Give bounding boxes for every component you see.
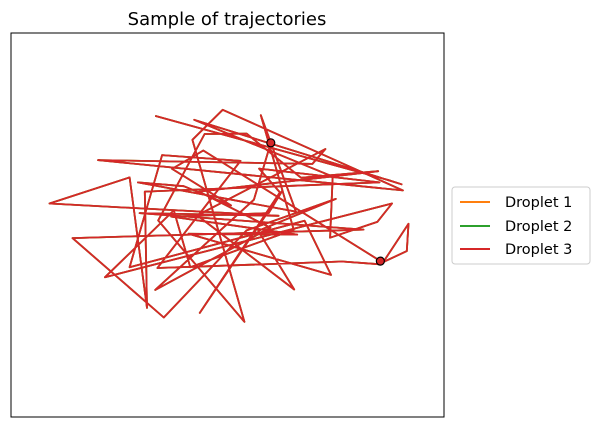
droplet-position-marker xyxy=(266,138,276,148)
marker-layer xyxy=(266,138,385,266)
trajectory-line-droplet-3 xyxy=(48,108,410,323)
legend-box xyxy=(451,186,591,265)
chart-title: Sample of trajectories xyxy=(128,9,327,30)
legend: Droplet 1 Droplet 2 Droplet 3 xyxy=(451,186,591,265)
droplet-position-marker xyxy=(375,256,385,266)
legend-label-droplet-1: Droplet 1 xyxy=(505,195,572,211)
legend-label-droplet-3: Droplet 3 xyxy=(505,242,572,258)
legend-label-droplet-2: Droplet 2 xyxy=(505,219,572,235)
series-layer xyxy=(48,108,410,323)
